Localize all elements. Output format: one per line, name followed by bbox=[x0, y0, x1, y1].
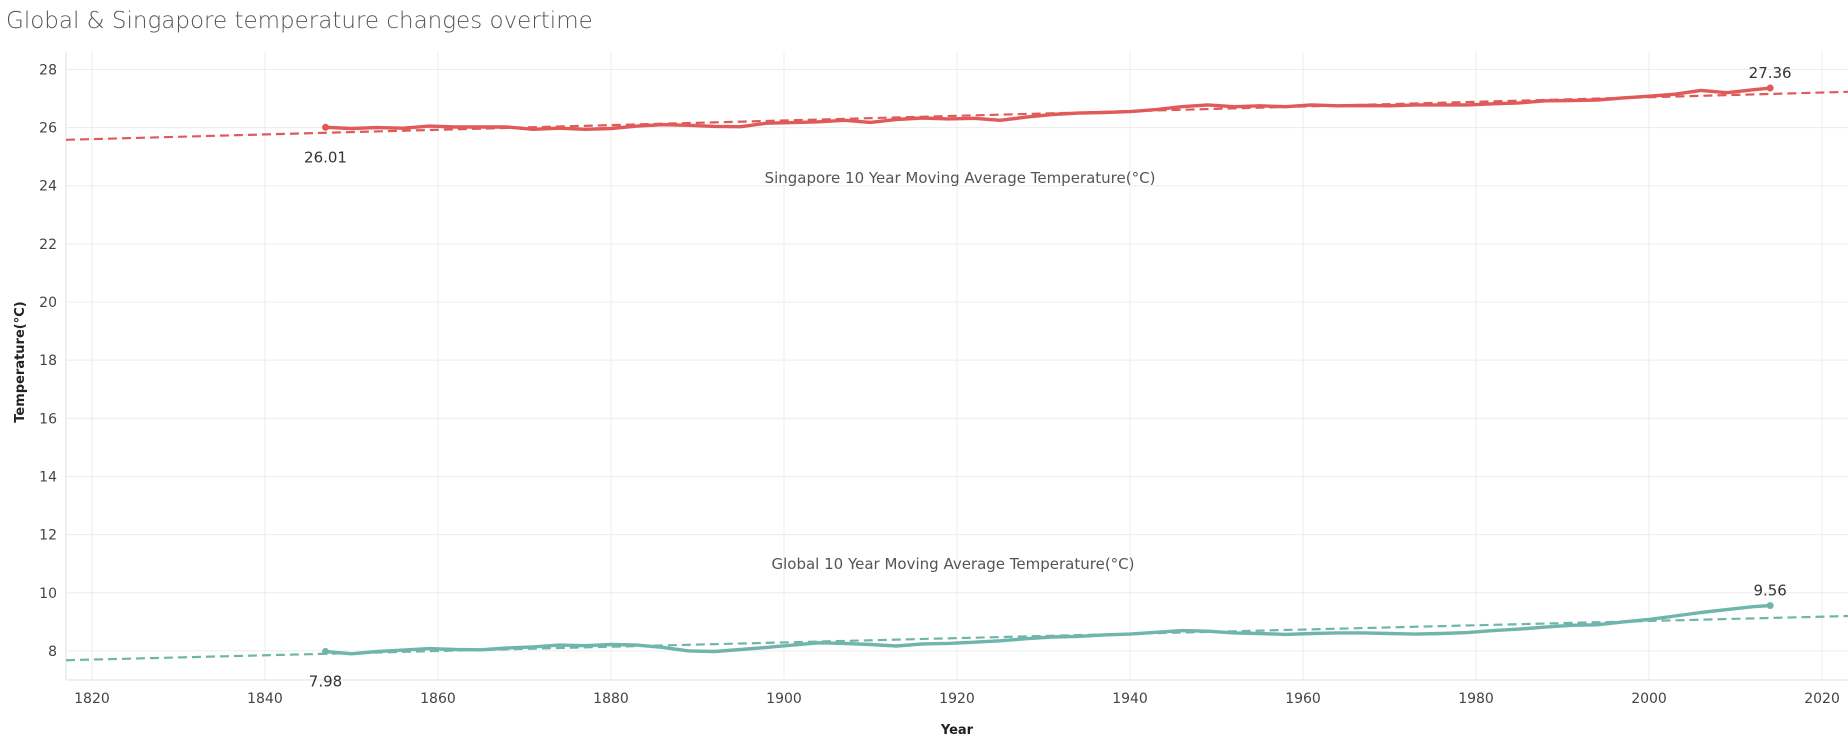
x-tick-label: 1880 bbox=[593, 691, 629, 707]
y-tick-label: 12 bbox=[39, 528, 57, 544]
singapore-end-point bbox=[1766, 84, 1774, 92]
x-tick-label: 1960 bbox=[1285, 691, 1321, 707]
y-tick-label: 10 bbox=[39, 586, 57, 602]
y-tick-label: 16 bbox=[39, 411, 57, 427]
global-end-point bbox=[1766, 602, 1774, 610]
global-series-caption: Global 10 Year Moving Average Temperatur… bbox=[771, 555, 1134, 573]
y-axis-title: Temperature(°C) bbox=[13, 301, 28, 422]
series-layer: 26.01 27.36 7.98 9.56 bbox=[65, 64, 1848, 691]
x-tick-label: 1860 bbox=[420, 691, 456, 707]
y-tick-label: 22 bbox=[39, 237, 57, 253]
y-tick-label: 14 bbox=[39, 469, 57, 485]
global-start-label: 7.98 bbox=[309, 673, 342, 691]
singapore-start-label: 26.01 bbox=[304, 148, 347, 166]
x-tick-label: 1980 bbox=[1458, 691, 1494, 707]
global-start-point bbox=[322, 648, 330, 656]
x-tick-label: 2020 bbox=[1804, 691, 1840, 707]
y-tick-label: 8 bbox=[48, 644, 57, 660]
x-tick-label: 1940 bbox=[1112, 691, 1148, 707]
y-tick-label: 20 bbox=[39, 295, 57, 311]
x-tick-label: 1920 bbox=[939, 691, 975, 707]
singapore-start-point bbox=[322, 123, 330, 131]
y-tick-label: 24 bbox=[39, 179, 57, 195]
x-tick-label: 1820 bbox=[74, 691, 110, 707]
singapore-end-label: 27.36 bbox=[1749, 64, 1792, 82]
gridlines bbox=[66, 52, 1848, 680]
singapore-series-line bbox=[323, 86, 1772, 132]
x-tick-label: 1900 bbox=[766, 691, 802, 707]
y-tick-label: 26 bbox=[39, 121, 57, 137]
chart-title: Global & Singapore temperature changes o… bbox=[6, 8, 593, 34]
x-tick-label: 1840 bbox=[247, 691, 283, 707]
x-axis-title: Year bbox=[940, 723, 974, 738]
y-tick-label: 28 bbox=[39, 62, 57, 78]
global-end-label: 9.56 bbox=[1753, 582, 1786, 600]
y-tick-label: 18 bbox=[39, 353, 57, 369]
x-tick-label: 2000 bbox=[1631, 691, 1667, 707]
global-series-line bbox=[323, 603, 1772, 656]
singapore-series-caption: Singapore 10 Year Moving Average Tempera… bbox=[765, 169, 1156, 187]
